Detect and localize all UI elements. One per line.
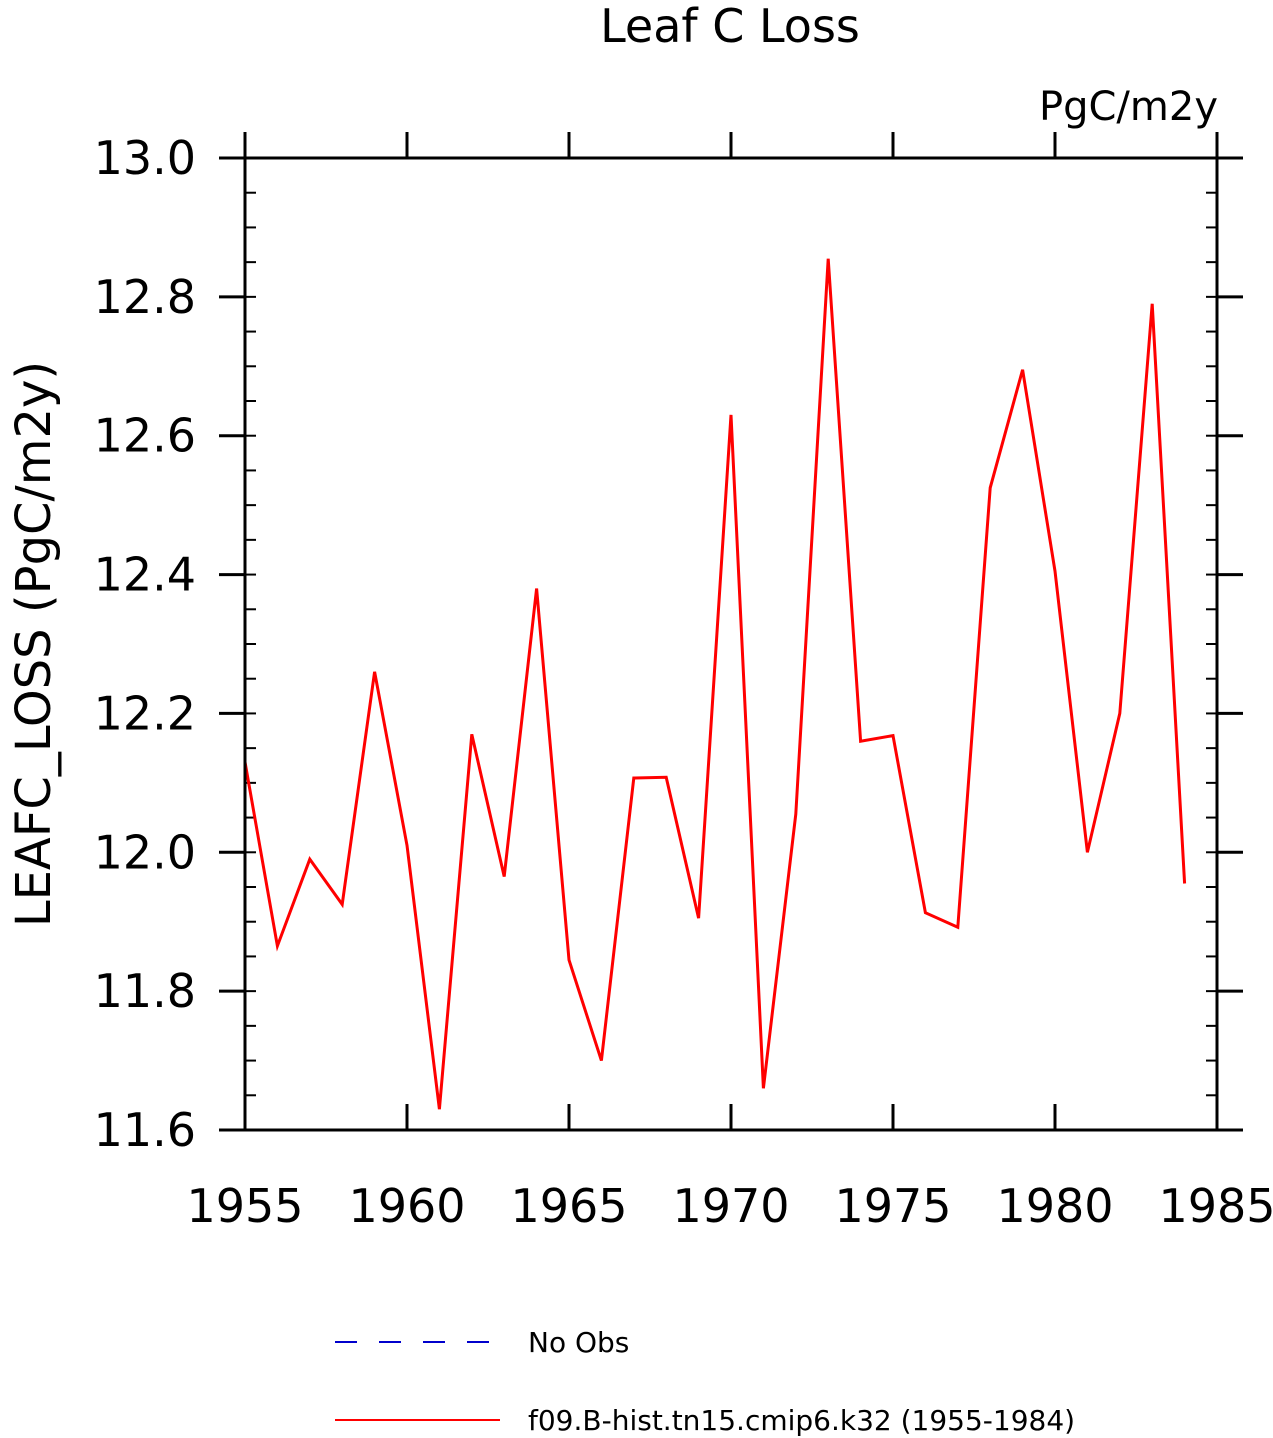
y-tick-label: 11.6 xyxy=(94,1103,196,1157)
y-tick-label: 12.6 xyxy=(94,409,196,463)
x-tick-label: 1955 xyxy=(186,1179,303,1233)
legend-label-model: f09.B-hist.tn15.cmip6.k32 (1955-1984) xyxy=(528,1404,1075,1437)
axis-ticks xyxy=(219,132,1243,1132)
chart-title: Leaf C Loss xyxy=(600,0,860,53)
x-tick-label: 1965 xyxy=(510,1179,627,1233)
y-tick-label: 12.4 xyxy=(94,548,196,602)
x-tick-label: 1970 xyxy=(672,1179,789,1233)
y-tick-labels: 11.6 11.8 12.0 12.2 12.4 12.6 12.8 13.0 xyxy=(94,131,196,1157)
y-axis-label: LEAFC_LOSS (PgC/m2y) xyxy=(6,361,62,927)
x-tick-label: 1985 xyxy=(1158,1179,1273,1233)
y-tick-label: 13.0 xyxy=(94,131,196,185)
y-tick-label: 12.0 xyxy=(94,825,196,879)
x-tick-label: 1975 xyxy=(834,1179,951,1233)
legend: No Obs f09.B-hist.tn15.cmip6.k32 (1955-1… xyxy=(335,1326,1075,1437)
y-tick-label: 12.8 xyxy=(94,270,196,324)
y-tick-label: 11.8 xyxy=(94,964,196,1018)
legend-label-no-obs: No Obs xyxy=(528,1326,629,1359)
units-label: PgC/m2y xyxy=(1039,84,1218,130)
series-line xyxy=(243,258,1187,1110)
x-tick-label: 1960 xyxy=(348,1179,465,1233)
plot-frame xyxy=(243,156,1219,1132)
y-tick-label: 12.2 xyxy=(94,686,196,740)
series-layer xyxy=(243,258,1187,1110)
x-tick-labels: 1955 1960 1965 1970 1975 1980 1985 xyxy=(186,1179,1273,1233)
x-tick-label: 1980 xyxy=(996,1179,1113,1233)
